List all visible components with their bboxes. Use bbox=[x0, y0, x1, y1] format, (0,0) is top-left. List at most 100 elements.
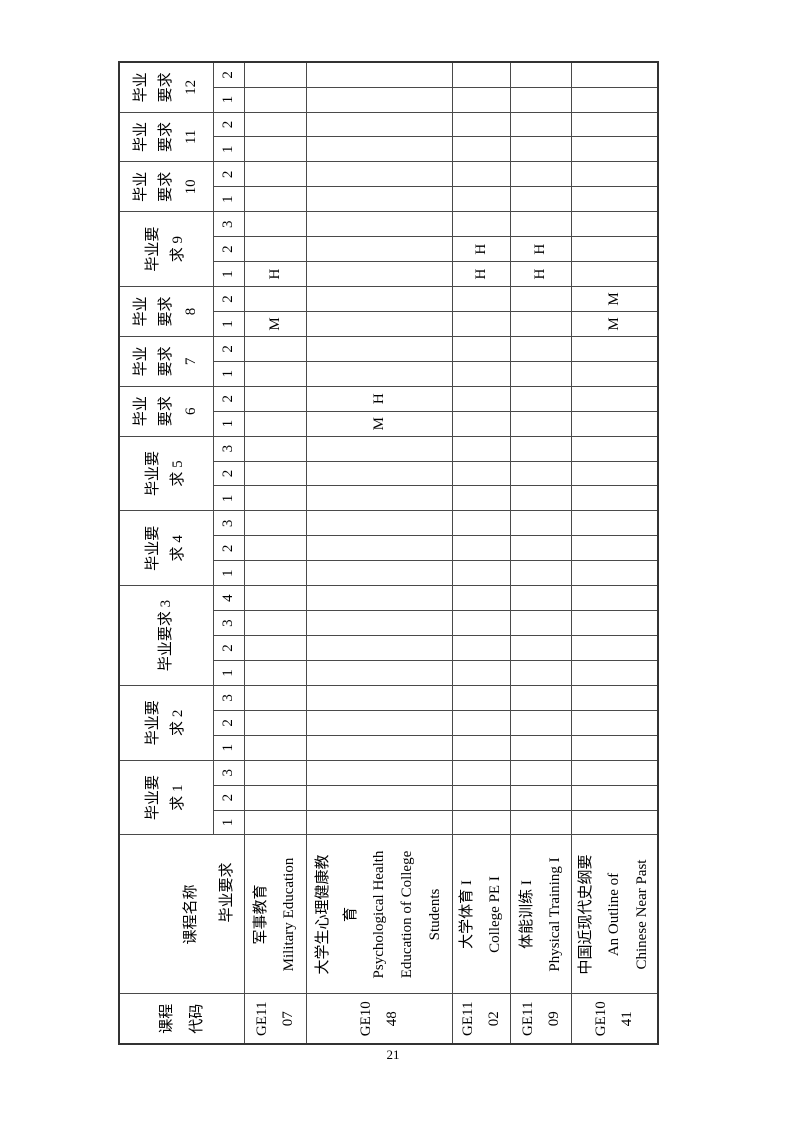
mark-cell-req12-2 bbox=[306, 62, 452, 88]
mark-cell-req9-1: H bbox=[244, 261, 306, 287]
req-header-line: 毕业 bbox=[132, 72, 149, 103]
course-code-cell: GE10 41 bbox=[571, 994, 658, 1044]
mark-cell-req7-1 bbox=[510, 361, 571, 387]
mark-cell-req3-3 bbox=[244, 610, 306, 636]
mark-cell-req10-2 bbox=[306, 161, 452, 187]
course-code-line: 09 bbox=[545, 1011, 562, 1027]
mark-cell-req4-2 bbox=[510, 535, 571, 561]
course-code-line: GE11 bbox=[519, 1001, 536, 1036]
req-5-subindex-2: 2 bbox=[213, 461, 244, 486]
mark-cell-req7-1 bbox=[306, 361, 452, 387]
mark-cell-req11-2 bbox=[571, 112, 658, 137]
mark-cell-req6-1 bbox=[510, 411, 571, 437]
course-code-line: GE11 bbox=[254, 1001, 270, 1036]
course-code-header-line: 代码 bbox=[188, 1003, 205, 1034]
req-header-line: 毕业要 bbox=[145, 775, 162, 821]
req-header-cell-10: 毕业 要求 10 bbox=[119, 161, 213, 212]
mark-cell-req8-1 bbox=[306, 311, 452, 337]
mark-cell-req4-2 bbox=[306, 535, 452, 561]
mark-cell-req8-2 bbox=[510, 286, 571, 312]
mark-cell-req5-1 bbox=[244, 485, 306, 511]
req-9-subindex-2: 2 bbox=[213, 236, 244, 262]
mark-cell-req2-1 bbox=[452, 735, 510, 761]
req-header-line: 要求 bbox=[157, 121, 174, 152]
mark-cell-req8-1 bbox=[510, 311, 571, 337]
mark-cell-req9-1: H bbox=[510, 261, 571, 287]
mark-cell-req3-2 bbox=[244, 635, 306, 661]
req-header-line: 12 bbox=[182, 79, 199, 95]
req-header-line: 8 bbox=[182, 307, 199, 316]
course-row: GE11 07 军事教育 Military Education M H bbox=[244, 62, 306, 1044]
mark-cell-req5-2 bbox=[306, 461, 452, 486]
req-12-subindex-2: 2 bbox=[213, 62, 244, 88]
mark-cell-req11-2 bbox=[306, 112, 452, 137]
mark-cell-req4-3 bbox=[244, 510, 306, 536]
mark-cell-req9-2: H bbox=[452, 236, 510, 262]
req-11-subindex-2: 2 bbox=[213, 112, 244, 137]
course-name-header-label: 课程名称 bbox=[183, 884, 199, 945]
mark-cell-req9-1: H bbox=[452, 261, 510, 287]
mark-cell-req4-1 bbox=[510, 560, 571, 586]
req-8-subindex-2: 2 bbox=[213, 286, 244, 312]
mark-cell-req1-2 bbox=[571, 785, 658, 811]
mark-cell-req3-1 bbox=[244, 660, 306, 686]
req-2-subindex-3: 3 bbox=[213, 685, 244, 711]
mark-cell-req7-2 bbox=[244, 336, 306, 362]
mark-cell-req4-1 bbox=[244, 560, 306, 586]
req-header-cell-4: 毕业要求 4 bbox=[119, 510, 213, 586]
course-name-line: Education of College bbox=[399, 850, 415, 979]
course-code-line: 48 bbox=[384, 1011, 400, 1027]
mark-cell-req1-1 bbox=[306, 810, 452, 835]
course-row: GE10 41 中国近现代史纲要 An Outline of Chinese Near … bbox=[571, 62, 658, 1044]
mark-cell-req3-4 bbox=[571, 585, 658, 611]
mark-cell-req5-1 bbox=[306, 485, 452, 511]
course-name-line: 军事教育 bbox=[253, 884, 269, 945]
course-name-line: College PE I bbox=[487, 876, 503, 953]
mark-cell-req12-1 bbox=[571, 87, 658, 113]
mark-cell-req4-2 bbox=[571, 535, 658, 561]
mark-cell-req3-2 bbox=[306, 635, 452, 661]
mark-cell-req9-1 bbox=[571, 261, 658, 287]
mark-cell-req6-1: M bbox=[306, 411, 452, 437]
mark-cell-req3-3 bbox=[452, 610, 510, 636]
mark-cell-req12-2 bbox=[244, 62, 306, 88]
mark-cell-req12-2 bbox=[571, 62, 658, 88]
mark-cell-req2-3 bbox=[244, 685, 306, 711]
req-10-subindex-1: 1 bbox=[213, 186, 244, 212]
mark-cell-req2-1 bbox=[510, 735, 571, 761]
req-6-subindex-1: 1 bbox=[213, 411, 244, 437]
req-header-line: 7 bbox=[182, 357, 199, 366]
mark-cell-req4-1 bbox=[452, 560, 510, 586]
mark-cell-req11-2 bbox=[510, 112, 571, 137]
mark-cell-req1-1 bbox=[244, 810, 306, 835]
req-header-cell-1: 毕业要求 1 bbox=[119, 760, 213, 835]
mark-cell-req3-1 bbox=[306, 660, 452, 686]
mark-cell-req10-2 bbox=[510, 161, 571, 187]
mark-cell-req3-3 bbox=[510, 610, 571, 636]
course-name-line: 大学体育 I bbox=[459, 880, 475, 949]
mark-cell-req3-4 bbox=[244, 585, 306, 611]
req-1-subindex-2: 2 bbox=[213, 785, 244, 811]
course-code-cell: GE11 09 bbox=[510, 994, 571, 1044]
mark-cell-req9-2 bbox=[306, 236, 452, 262]
req-header-cell-9: 毕业要求 9 bbox=[119, 211, 213, 287]
course-name-cell: 体能训练 I Physical Training I bbox=[510, 835, 571, 994]
req-header-line: 要求 bbox=[157, 396, 174, 427]
req-4-subindex-3: 3 bbox=[213, 510, 244, 536]
mark-cell-req8-2: M bbox=[571, 286, 658, 312]
graduation-req-header-label: 毕业要求 bbox=[219, 862, 235, 923]
req-header-line: 11 bbox=[182, 129, 199, 145]
mark-cell-req5-3 bbox=[452, 436, 510, 462]
course-name-cell: 大学生心理健康教育 Psychological Health Education o… bbox=[306, 835, 452, 994]
req-header-line: 要求 bbox=[157, 346, 174, 377]
mark-cell-req4-1 bbox=[571, 560, 658, 586]
req-7-subindex-2: 2 bbox=[213, 336, 244, 362]
req-header-cell-2: 毕业要求 2 bbox=[119, 685, 213, 761]
req-header-line: 求 4 bbox=[170, 535, 187, 562]
mark-cell-req9-2 bbox=[571, 236, 658, 262]
mark-cell-req6-1 bbox=[452, 411, 510, 437]
mark-cell-req9-3 bbox=[571, 211, 658, 237]
mark-cell-req2-2 bbox=[510, 710, 571, 736]
mark-cell-req4-3 bbox=[306, 510, 452, 536]
